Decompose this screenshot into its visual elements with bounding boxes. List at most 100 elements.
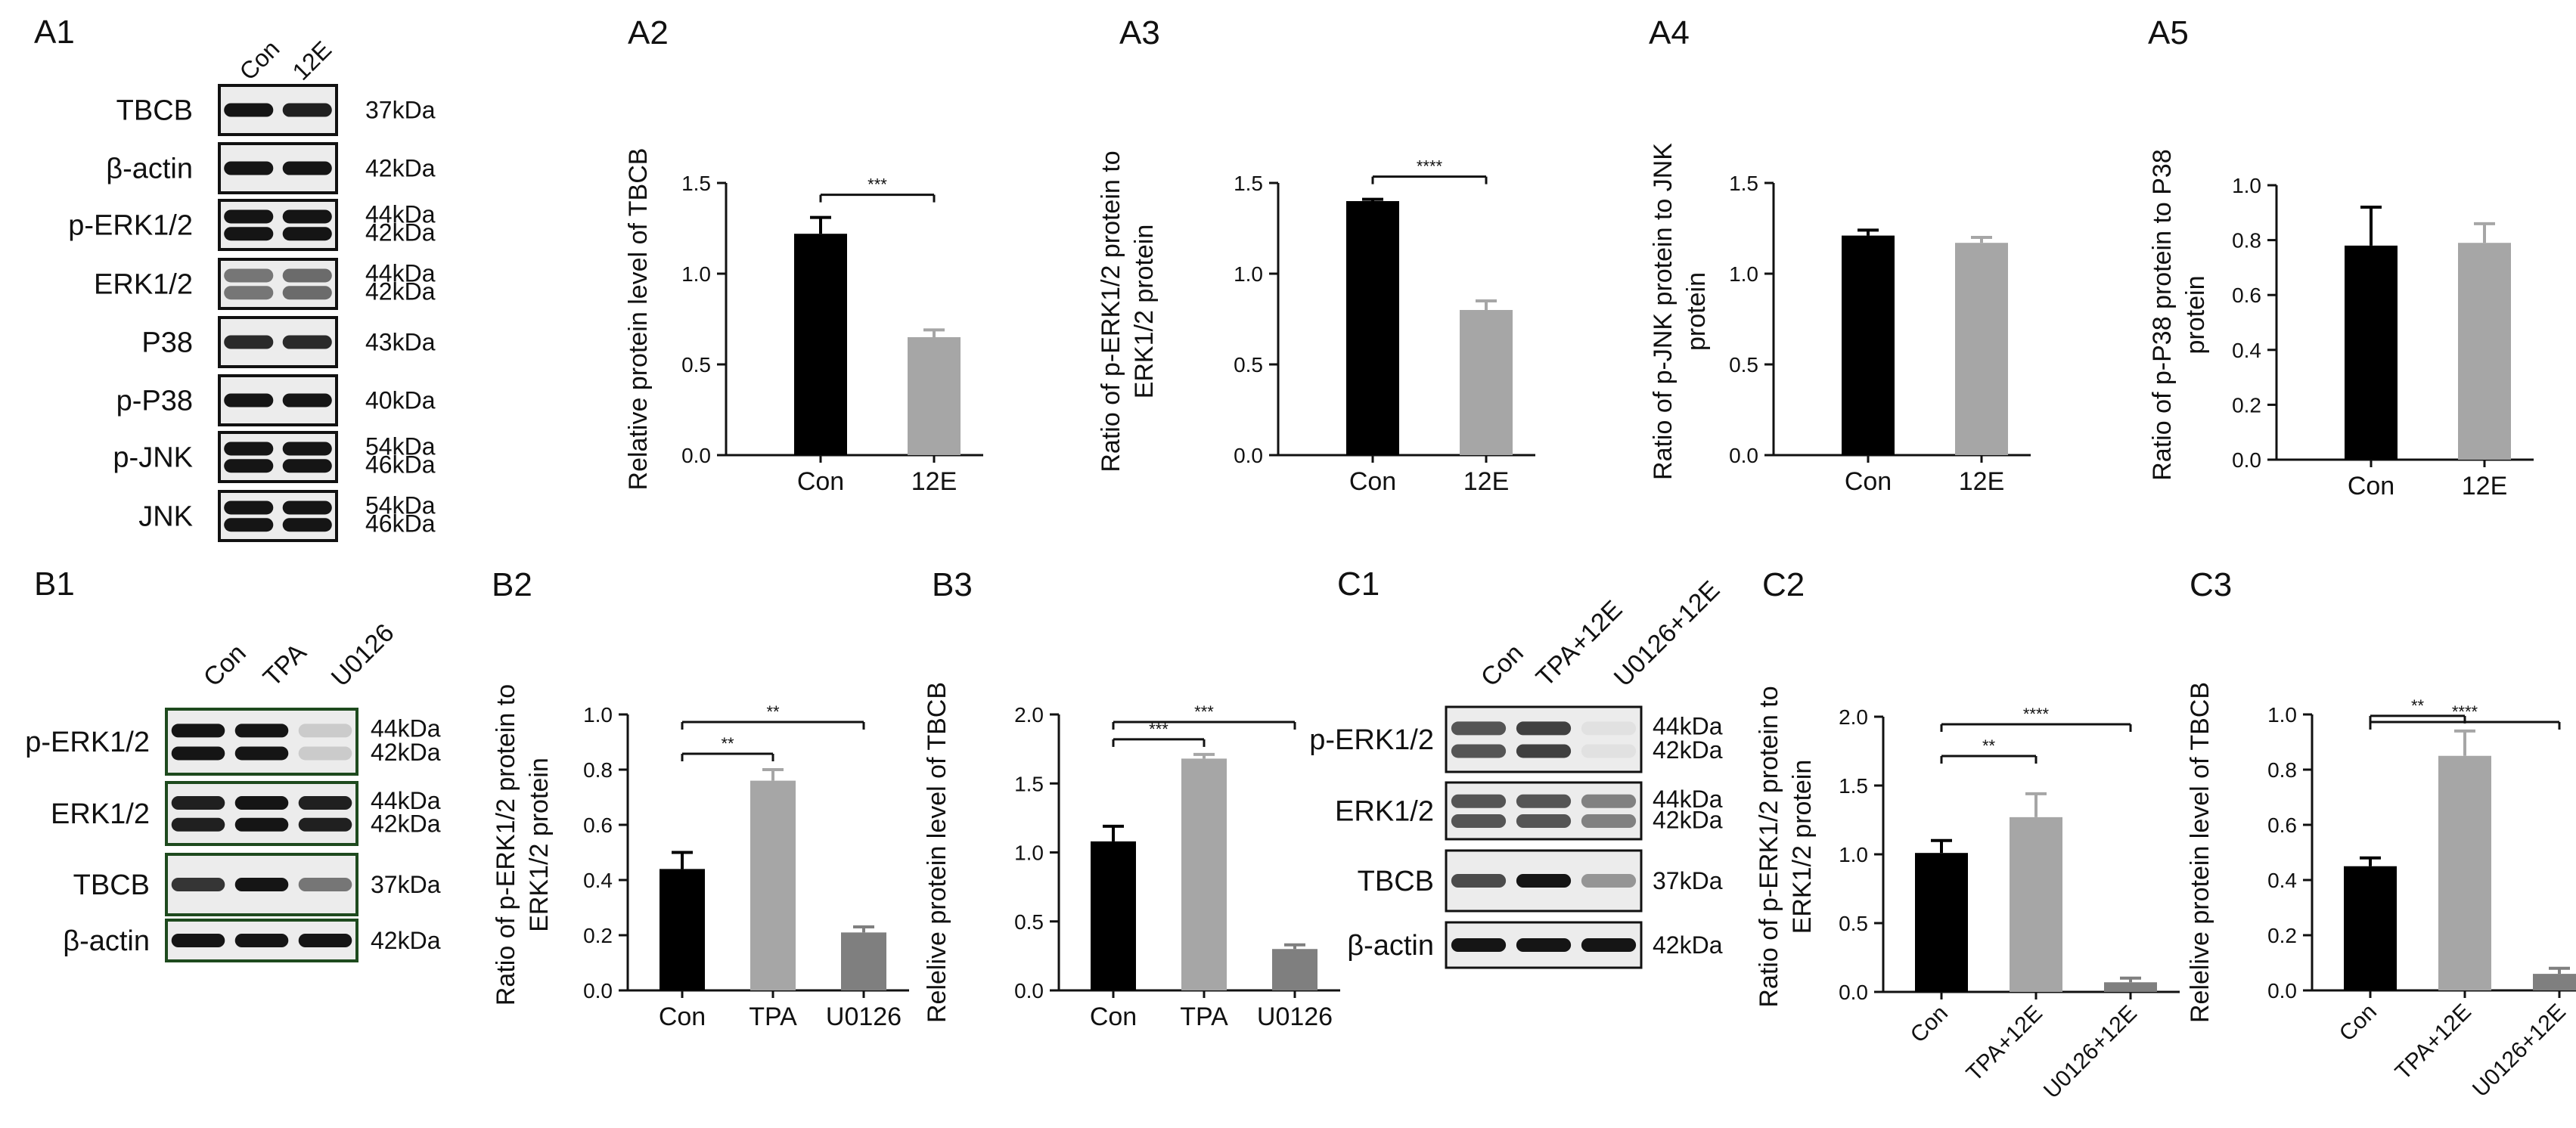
blot-band [1516,874,1572,888]
blot-band [282,442,332,456]
y-tick-label: 0.6 [583,813,613,837]
y-tick-label: 0.0 [1014,979,1044,1002]
x-tick-label-con: Con [1845,467,1892,496]
blot-row-actin: β-actin 42kDa [106,142,436,194]
kda-label: 54kDa [365,491,436,519]
protein-label-p-erk1-2: p-ERK1/2 [68,210,193,242]
kda-label: 46kDa [365,451,436,479]
y-tick-label: 1.5 [1839,774,1868,798]
significance-bracket: **** [2369,702,2561,730]
blot-band [224,227,274,241]
y-axis-label: protein [2181,276,2210,355]
blot-band [282,500,332,515]
blot-band [1581,744,1637,758]
bar-con [1091,841,1136,990]
protein-label-erk1-2: ERK1/2 [51,798,150,830]
blot-frame [218,258,338,310]
y-tick-label: 1.0 [681,262,711,286]
y-tick-label: 0.4 [2232,339,2261,362]
blot-band [282,227,332,241]
blot-band [1451,814,1507,828]
blot-frame [1445,781,1643,841]
bar-u0126 [1272,949,1317,990]
blot-band [282,518,332,532]
blot-band [234,724,289,738]
protein-label-jnk: JNK [138,501,193,533]
blot-band [282,286,332,300]
panel-label-a5: A5 [2148,14,2189,51]
blot-row-p38: P38 43kDa [141,316,436,368]
significance-bracket: ** [681,702,865,730]
y-tick-label: 1.0 [1729,262,1758,286]
blot-frame [165,781,358,846]
kda-label: 37kDa [1653,867,1723,894]
blot-band [234,796,289,810]
kda-label: 42kDa [371,810,441,837]
panel-label-c2: C2 [1762,566,1805,603]
bar-u0126-12e [2104,982,2157,992]
blot-frame [1445,705,1643,773]
panel-label-a3: A3 [1119,14,1160,51]
y-tick-label: 2.0 [1014,703,1044,727]
kda-label: 42kDa [1653,931,1723,959]
protein-label-p-p38: p-P38 [116,386,193,417]
y-tick-label: 1.0 [1839,843,1868,866]
kda-label: 42kDa [365,278,436,305]
significance-stars: *** [867,175,887,194]
significance-bracket: **** [1371,157,1488,184]
significance-stars: ** [2411,696,2425,715]
kda-label: 44kDa [1653,712,1723,739]
bar-con [1915,853,1968,992]
blot-row-tbcb: TBCB 37kDa [116,84,436,136]
protein-label-erk1-2: ERK1/2 [1335,796,1434,828]
blot-row-actin: β-actin 42kDa [63,919,441,962]
y-tick-label: 0.6 [2267,813,2297,837]
kda-label: 37kDa [371,871,441,898]
kda-label: 37kDa [365,97,436,124]
x-tick-label-con: Con [659,1002,706,1031]
protein-label-tbcb: TBCB [116,95,193,127]
y-tick-label: 0.4 [583,869,613,892]
y-axis-label: Ratio of p-P38 protein to P38 [2148,149,2177,481]
bar-12e [908,337,961,455]
protein-label-actin: β-actin [106,153,193,185]
blot-band [1516,938,1572,952]
y-tick-label: 0.2 [2232,393,2261,417]
significance-stars: ** [721,734,734,753]
y-axis-label: ERK1/2 protein [1130,225,1159,399]
kda-label: 44kDa [1653,786,1723,813]
x-tick-label-u0126: U0126 [826,1002,902,1031]
blot-band [282,103,332,117]
y-axis-label: Relelive protein level of TBCB [2186,682,2214,1023]
panel-label-a1: A1 [34,14,75,51]
blot-frame [218,431,338,483]
blot-band [298,796,352,810]
y-tick-label: 0.5 [1234,353,1263,377]
y-tick-label: 0.5 [1014,910,1044,934]
panel-label-b3: B3 [932,566,973,603]
y-axis-label: Ratio of p-ERK1/2 protein to [1097,150,1125,472]
y-tick-label: 1.0 [1234,262,1263,286]
bar-u0126-12e [2533,974,2576,990]
blot-band [1516,721,1572,736]
bar-con [1346,201,1399,455]
y-tick-label: 1.0 [2232,174,2261,197]
x-tick-label-con: Con [1090,1002,1137,1031]
y-tick-label: 0.8 [2267,758,2297,782]
protein-label-tbcb: TBCB [1358,866,1434,897]
x-tick-label-con: Con [1349,467,1396,496]
blot-band [224,209,274,224]
panel-label-c3: C3 [2190,566,2232,603]
y-axis-label: Relelive protein level of TBCB [923,682,951,1023]
kda-label: 42kDa [371,927,441,954]
significance-bracket: ** [2369,696,2466,724]
